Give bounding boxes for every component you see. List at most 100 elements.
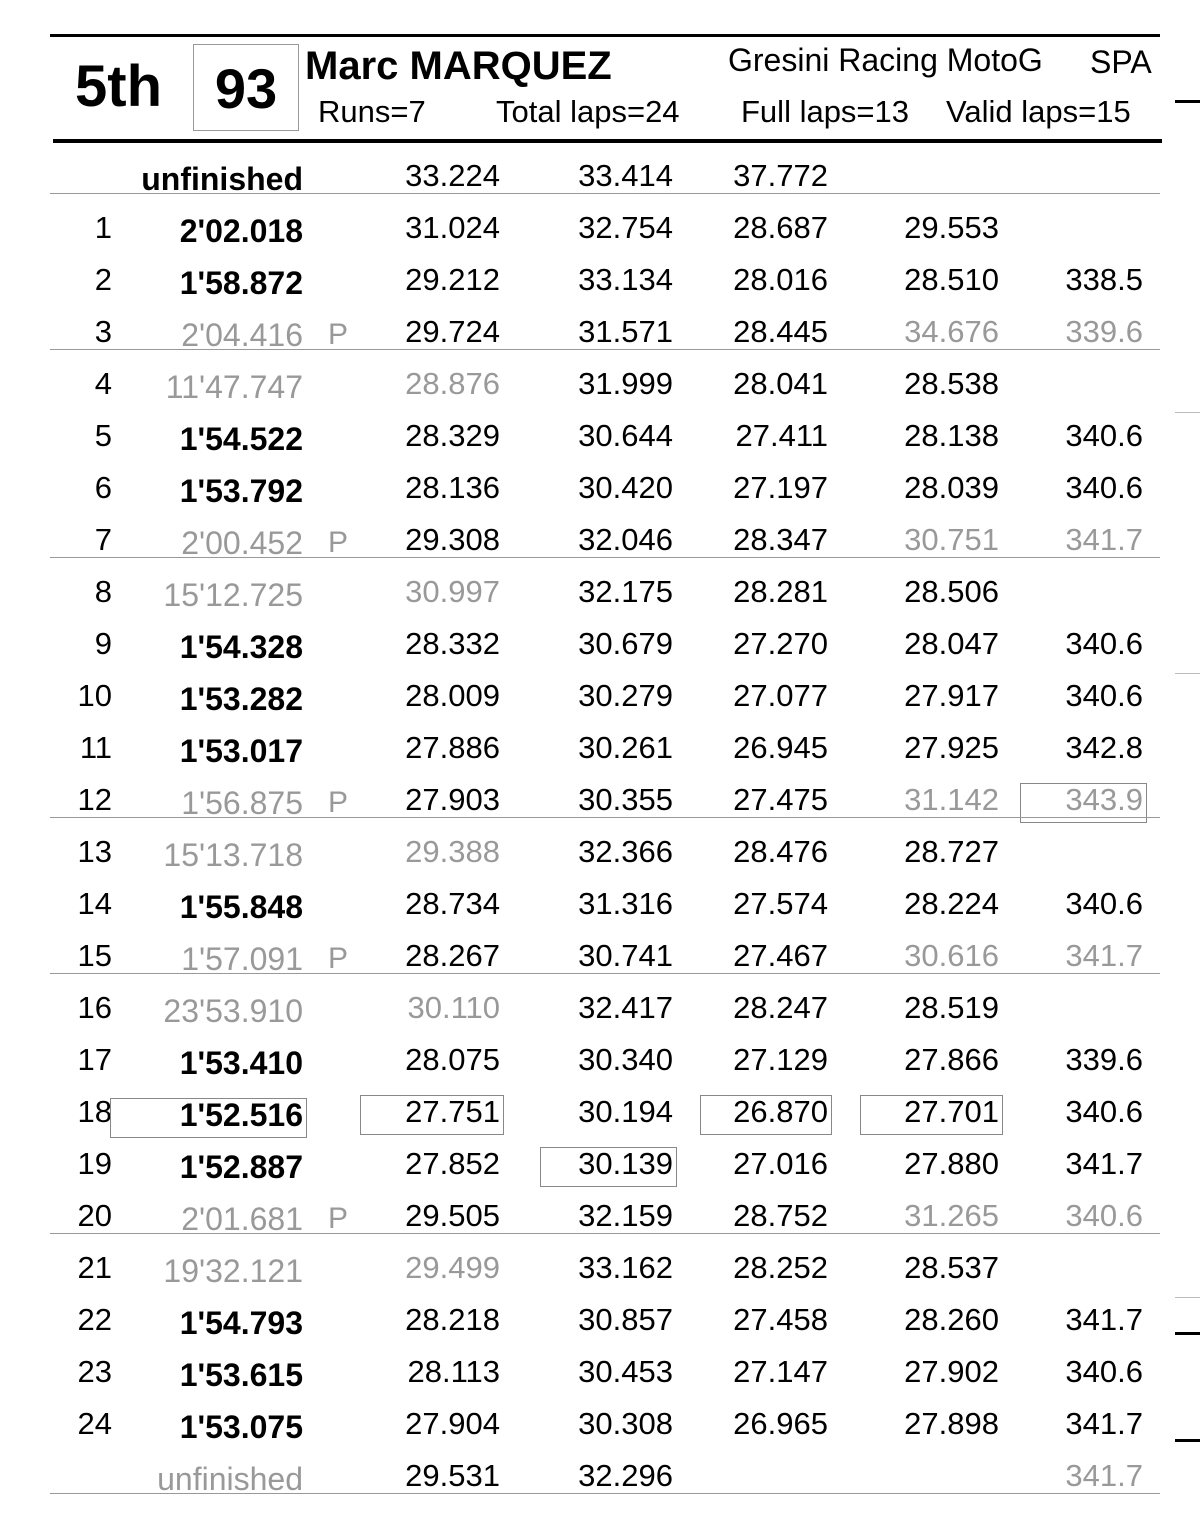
- sector-1: 28.332: [405, 626, 500, 661]
- lap-number: 19: [77, 1146, 112, 1181]
- table-row: 19 1'52.887 27.852 30.139 27.016 27.880 341.7: [0, 1138, 1200, 1190]
- edge-mark: [1175, 412, 1200, 413]
- lap-time: 1'53.282: [179, 681, 303, 717]
- edge-mark: [1175, 100, 1200, 103]
- header-rule: [53, 139, 1162, 143]
- lap-number: [40, 1450, 112, 1502]
- sector-2: 32.366: [578, 834, 673, 869]
- table-row: 9 1'54.328 28.332 30.679 27.270 28.047 340.6: [0, 618, 1200, 670]
- sector-3: 27.016: [733, 1146, 828, 1181]
- sector-1: 27.903: [405, 782, 500, 817]
- table-row: 3 2'04.416 P 29.724 31.571 28.445 34.676 339.6: [0, 306, 1200, 358]
- lap-number: 23: [77, 1354, 112, 1389]
- sector-4: 30.616: [904, 938, 999, 973]
- top-speed: [1020, 826, 1143, 878]
- pit-flag: [328, 621, 354, 673]
- sector-4: 28.727: [904, 834, 999, 869]
- lap-time: 2'00.452: [181, 525, 303, 561]
- top-speed: 343.9: [1020, 774, 1147, 826]
- table-row: 1 2'02.018 31.024 32.754 28.687 29.553: [0, 202, 1200, 254]
- lap-number: 4: [94, 366, 112, 401]
- sector-4: 34.676: [904, 314, 999, 349]
- lap-time: unfinished: [157, 1461, 303, 1497]
- sector-1: 29.212: [405, 262, 500, 297]
- valid-laps: Valid laps=15: [946, 94, 1131, 129]
- sector-3: 37.772: [733, 158, 828, 193]
- sector-4: [860, 1450, 999, 1502]
- lap-number: 14: [77, 886, 112, 921]
- run-separator: [50, 973, 1160, 974]
- sector-3: 27.475: [733, 782, 828, 817]
- lap-time: 1'58.872: [179, 265, 303, 301]
- sector-1: 29.388: [405, 834, 500, 869]
- top-speed: [1020, 566, 1143, 618]
- finishing-position: 5th: [75, 54, 162, 119]
- full-laps: Full laps=13: [741, 94, 910, 129]
- sector-4: 27.917: [904, 678, 999, 713]
- lap-time: 2'01.681: [181, 1201, 303, 1237]
- lap-number: 10: [77, 678, 112, 713]
- sector-1: 28.075: [405, 1042, 500, 1077]
- sector-4: 28.260: [904, 1302, 999, 1337]
- sector-1: 29.499: [405, 1250, 500, 1285]
- table-row: 18 1'52.516 27.751 30.194 26.870 27.701 340.6: [0, 1086, 1200, 1138]
- runs-count: Runs=7: [318, 94, 426, 129]
- team-name: Gresini Racing MotoG: [728, 42, 1043, 78]
- table-row: 4 11'47.747 28.876 31.999 28.041 28.538: [0, 358, 1200, 410]
- sector-2: 30.279: [578, 678, 673, 713]
- sector-3: 28.016: [733, 262, 828, 297]
- pit-flag: [328, 1089, 354, 1141]
- lap-time: 1'52.887: [179, 1149, 303, 1185]
- table-row: 8 15'12.725 30.997 32.175 28.281 28.506: [0, 566, 1200, 618]
- top-speed: 341.7: [1065, 1458, 1143, 1493]
- lap-number: 24: [77, 1406, 112, 1441]
- sector-1: 30.110: [407, 990, 500, 1025]
- lap-number: 2: [94, 262, 112, 297]
- pit-flag: [328, 1453, 354, 1505]
- top-speed: 341.7: [1065, 1302, 1143, 1337]
- pit-flag: [328, 1141, 354, 1193]
- top-speed: 340.6: [1065, 1354, 1143, 1389]
- edge-mark: [1175, 1439, 1200, 1442]
- lap-number: 20: [77, 1198, 112, 1233]
- lap-number: 1: [94, 210, 112, 245]
- pit-flag: [328, 1401, 354, 1453]
- pit-flag: P: [328, 786, 349, 819]
- table-row: 11 1'53.017 27.886 30.261 26.945 27.925 342.8: [0, 722, 1200, 774]
- sector-3: 27.270: [733, 626, 828, 661]
- pit-flag: [328, 725, 354, 777]
- pit-flag: P: [328, 526, 349, 559]
- lap-time: 19'32.121: [163, 1253, 303, 1289]
- top-speed: [1020, 150, 1143, 202]
- top-speed: [1020, 982, 1143, 1034]
- table-row: 5 1'54.522 28.329 30.644 27.411 28.138 340.6: [0, 410, 1200, 462]
- sector-1: 28.329: [405, 418, 500, 453]
- table-row: 20 2'01.681 P 29.505 32.159 28.752 31.265 340.6: [0, 1190, 1200, 1242]
- sector-1: 29.308: [405, 522, 500, 557]
- lap-time: 1'53.410: [179, 1045, 303, 1081]
- sector-2: 31.571: [578, 314, 673, 349]
- sector-2: 31.316: [578, 886, 673, 921]
- pit-flag: [328, 569, 354, 621]
- sector-4: 28.519: [904, 990, 999, 1025]
- top-speed: 341.7: [1065, 938, 1143, 973]
- pit-flag: P: [328, 1202, 349, 1235]
- pit-flag: [328, 205, 354, 257]
- nation: SPA: [1090, 44, 1152, 80]
- lap-time: 2'02.018: [179, 213, 303, 249]
- lap-time: 1'52.516: [110, 1089, 307, 1141]
- table-row: 14 1'55.848 28.734 31.316 27.574 28.224 340.6: [0, 878, 1200, 930]
- lap-time: unfinished: [141, 161, 303, 197]
- sector-4: [860, 150, 999, 202]
- sector-4: 31.265: [904, 1198, 999, 1233]
- table-row: unfinished 33.224 33.414 37.772: [0, 150, 1200, 202]
- sector-2: 32.296: [578, 1458, 673, 1493]
- sector-2: 32.417: [578, 990, 673, 1025]
- table-row: 22 1'54.793 28.218 30.857 27.458 28.260 341.7: [0, 1294, 1200, 1346]
- lap-number: 16: [77, 990, 112, 1025]
- sector-1: 29.531: [405, 1458, 500, 1493]
- top-speed: 339.6: [1065, 314, 1143, 349]
- lap-number: 17: [77, 1042, 112, 1077]
- sector-1: 28.876: [405, 366, 500, 401]
- pit-flag: [328, 153, 354, 205]
